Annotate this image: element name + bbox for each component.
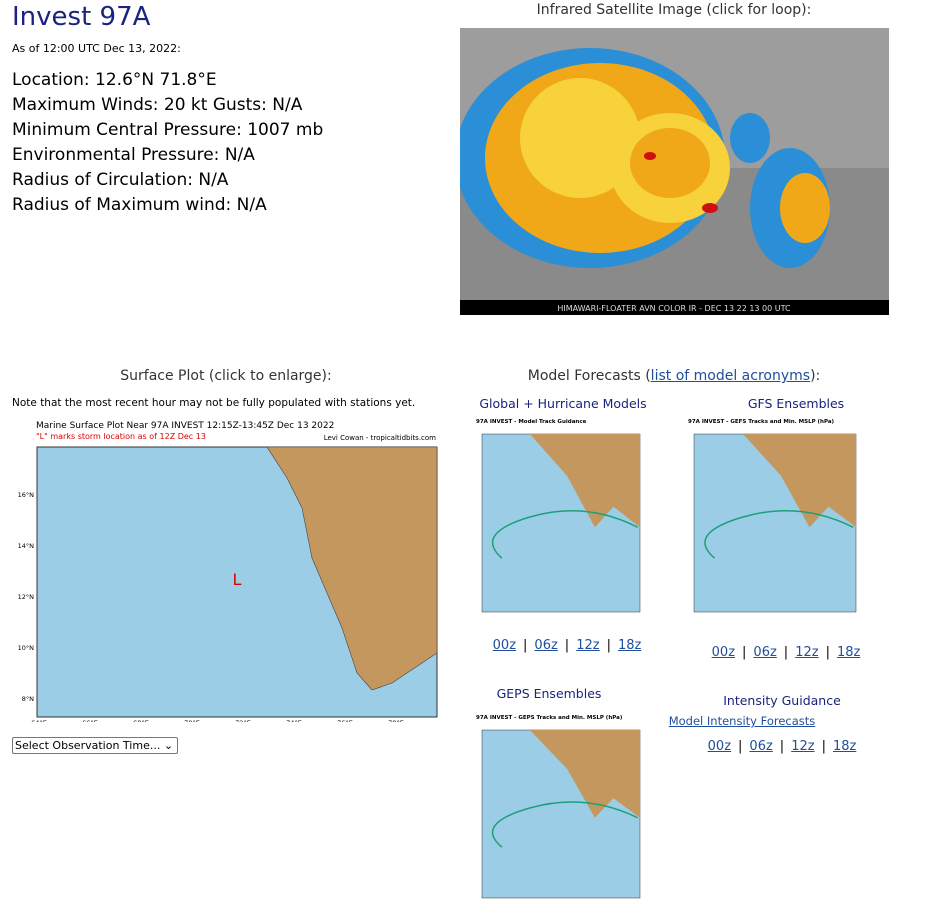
run-link[interactable]: 06z [534,638,558,653]
run-link[interactable]: 12z [795,645,819,660]
tracks [491,801,639,848]
run-link[interactable]: 18z [832,739,857,754]
image-title: 97A INVEST - GEFS Tracks and Min. MSLP (… [688,419,835,425]
lat-label: 8°N [22,695,34,703]
storm-title: Invest 97A [12,2,151,32]
global-title: Global + Hurricane Models [479,396,647,411]
separator: | [779,739,785,754]
lat-label: 14°N [18,542,35,550]
info-line: Radius of Circulation: N/A [12,170,229,190]
map-land [743,434,856,528]
separator: | [783,645,789,660]
separator: | [742,645,747,660]
image-title: 97A INVEST - Model Track Guidance [476,419,587,425]
models-heading: Model Forecasts (list of model acronyms)… [528,368,821,384]
run-link[interactable]: 12z [791,739,815,754]
intensity-title: Intensity Guidance [723,693,841,708]
info-line: Radius of Maximum wind: N/A [12,195,267,215]
separator: | [821,739,826,754]
gfs-title: GFS Ensembles [747,396,845,411]
info-line: Location: 12.6°N 71.8°E [12,70,217,90]
lon-label: 76°E [337,719,353,722]
separator: | [825,645,830,660]
lon-label: 64°E [31,719,47,722]
run-link[interactable]: 12z [576,638,600,653]
lon-label: 78°E [388,719,404,722]
satellite-caption: HIMAWARI-FLOATER AVN COLOR IR - DEC 13 2… [557,304,791,313]
plot-credit: Levi Cowan - tropicaltidbits.com [324,434,436,442]
global-image[interactable]: 97A INVEST - Model Track Guidance [474,414,660,620]
run-link[interactable]: 18z [836,645,861,660]
geps-title: GEPS Ensembles [496,686,602,701]
gfs-image[interactable]: 97A INVEST - GEFS Tracks and Min. MSLP (… [686,414,876,620]
plot-subtitle: "L" marks storm location as of 12Z Dec 1… [36,432,206,441]
lon-label: 68°E [133,719,149,722]
run-link[interactable]: 00z [492,638,517,653]
intensity-links: 00z | 06z | 12z | 18z [708,739,857,754]
satellite-heading: Infrared Satellite Image (click for loop… [536,2,812,18]
tracks [704,509,854,559]
lon-label: 66°E [82,719,98,722]
surface-note: Note that the most recent hour may not b… [12,397,416,409]
lat-label: 16°N [18,491,35,499]
tracks [491,509,639,559]
observation-time-select[interactable]: Select Observation Time... ⌄ [12,737,178,754]
select-label: Select Observation Time... [15,739,161,752]
separator: | [738,739,743,754]
lon-label: 70°E [184,719,200,722]
lon-label: 74°E [286,719,302,722]
info-line: Minimum Central Pressure: 1007 mb [12,120,324,140]
surface-plot[interactable]: Marine Surface Plot Near 97A INVEST 12:1… [12,418,440,722]
intensity-link[interactable]: Model Intensity Forecasts [668,714,816,728]
run-link[interactable]: 06z [749,739,773,754]
acronyms-link[interactable]: list of model acronyms [650,368,811,384]
lat-label: 12°N [18,593,35,601]
plot-title: Marine Surface Plot Near 97A INVEST 12:1… [36,421,334,431]
heading-text: Model Forecasts ( [527,368,651,384]
map-land [529,730,640,818]
satellite-image[interactable]: HIMAWARI-FLOATER AVN COLOR IR - DEC 13 2… [460,28,889,315]
gfs-links: 00z | 06z | 12z | 18z [712,645,861,660]
geps-image[interactable]: 97A INVEST - GEPS Tracks and Min. MSLP (… [474,710,660,906]
surface-heading: Surface Plot (click to enlarge): [120,368,332,384]
run-link[interactable]: 06z [753,645,777,660]
map-land [529,434,640,528]
heading-text: ): [810,368,821,384]
storm-marker: L [233,570,242,589]
run-link[interactable]: 00z [711,645,736,660]
run-link[interactable]: 18z [617,638,642,653]
info-line: Environmental Pressure: N/A [12,145,255,165]
info-line: Maximum Winds: 20 kt Gusts: N/A [12,95,303,115]
image-title: 97A INVEST - GEPS Tracks and Min. MSLP (… [476,715,623,721]
separator: | [606,638,611,653]
global-links: 00z | 06z | 12z | 18z [493,638,642,653]
lon-label: 72°E [235,719,251,722]
run-link[interactable]: 00z [707,739,732,754]
separator: | [564,638,570,653]
as-of: As of 12:00 UTC Dec 13, 2022: [12,42,181,55]
separator: | [523,638,528,653]
lat-label: 10°N [18,644,35,652]
